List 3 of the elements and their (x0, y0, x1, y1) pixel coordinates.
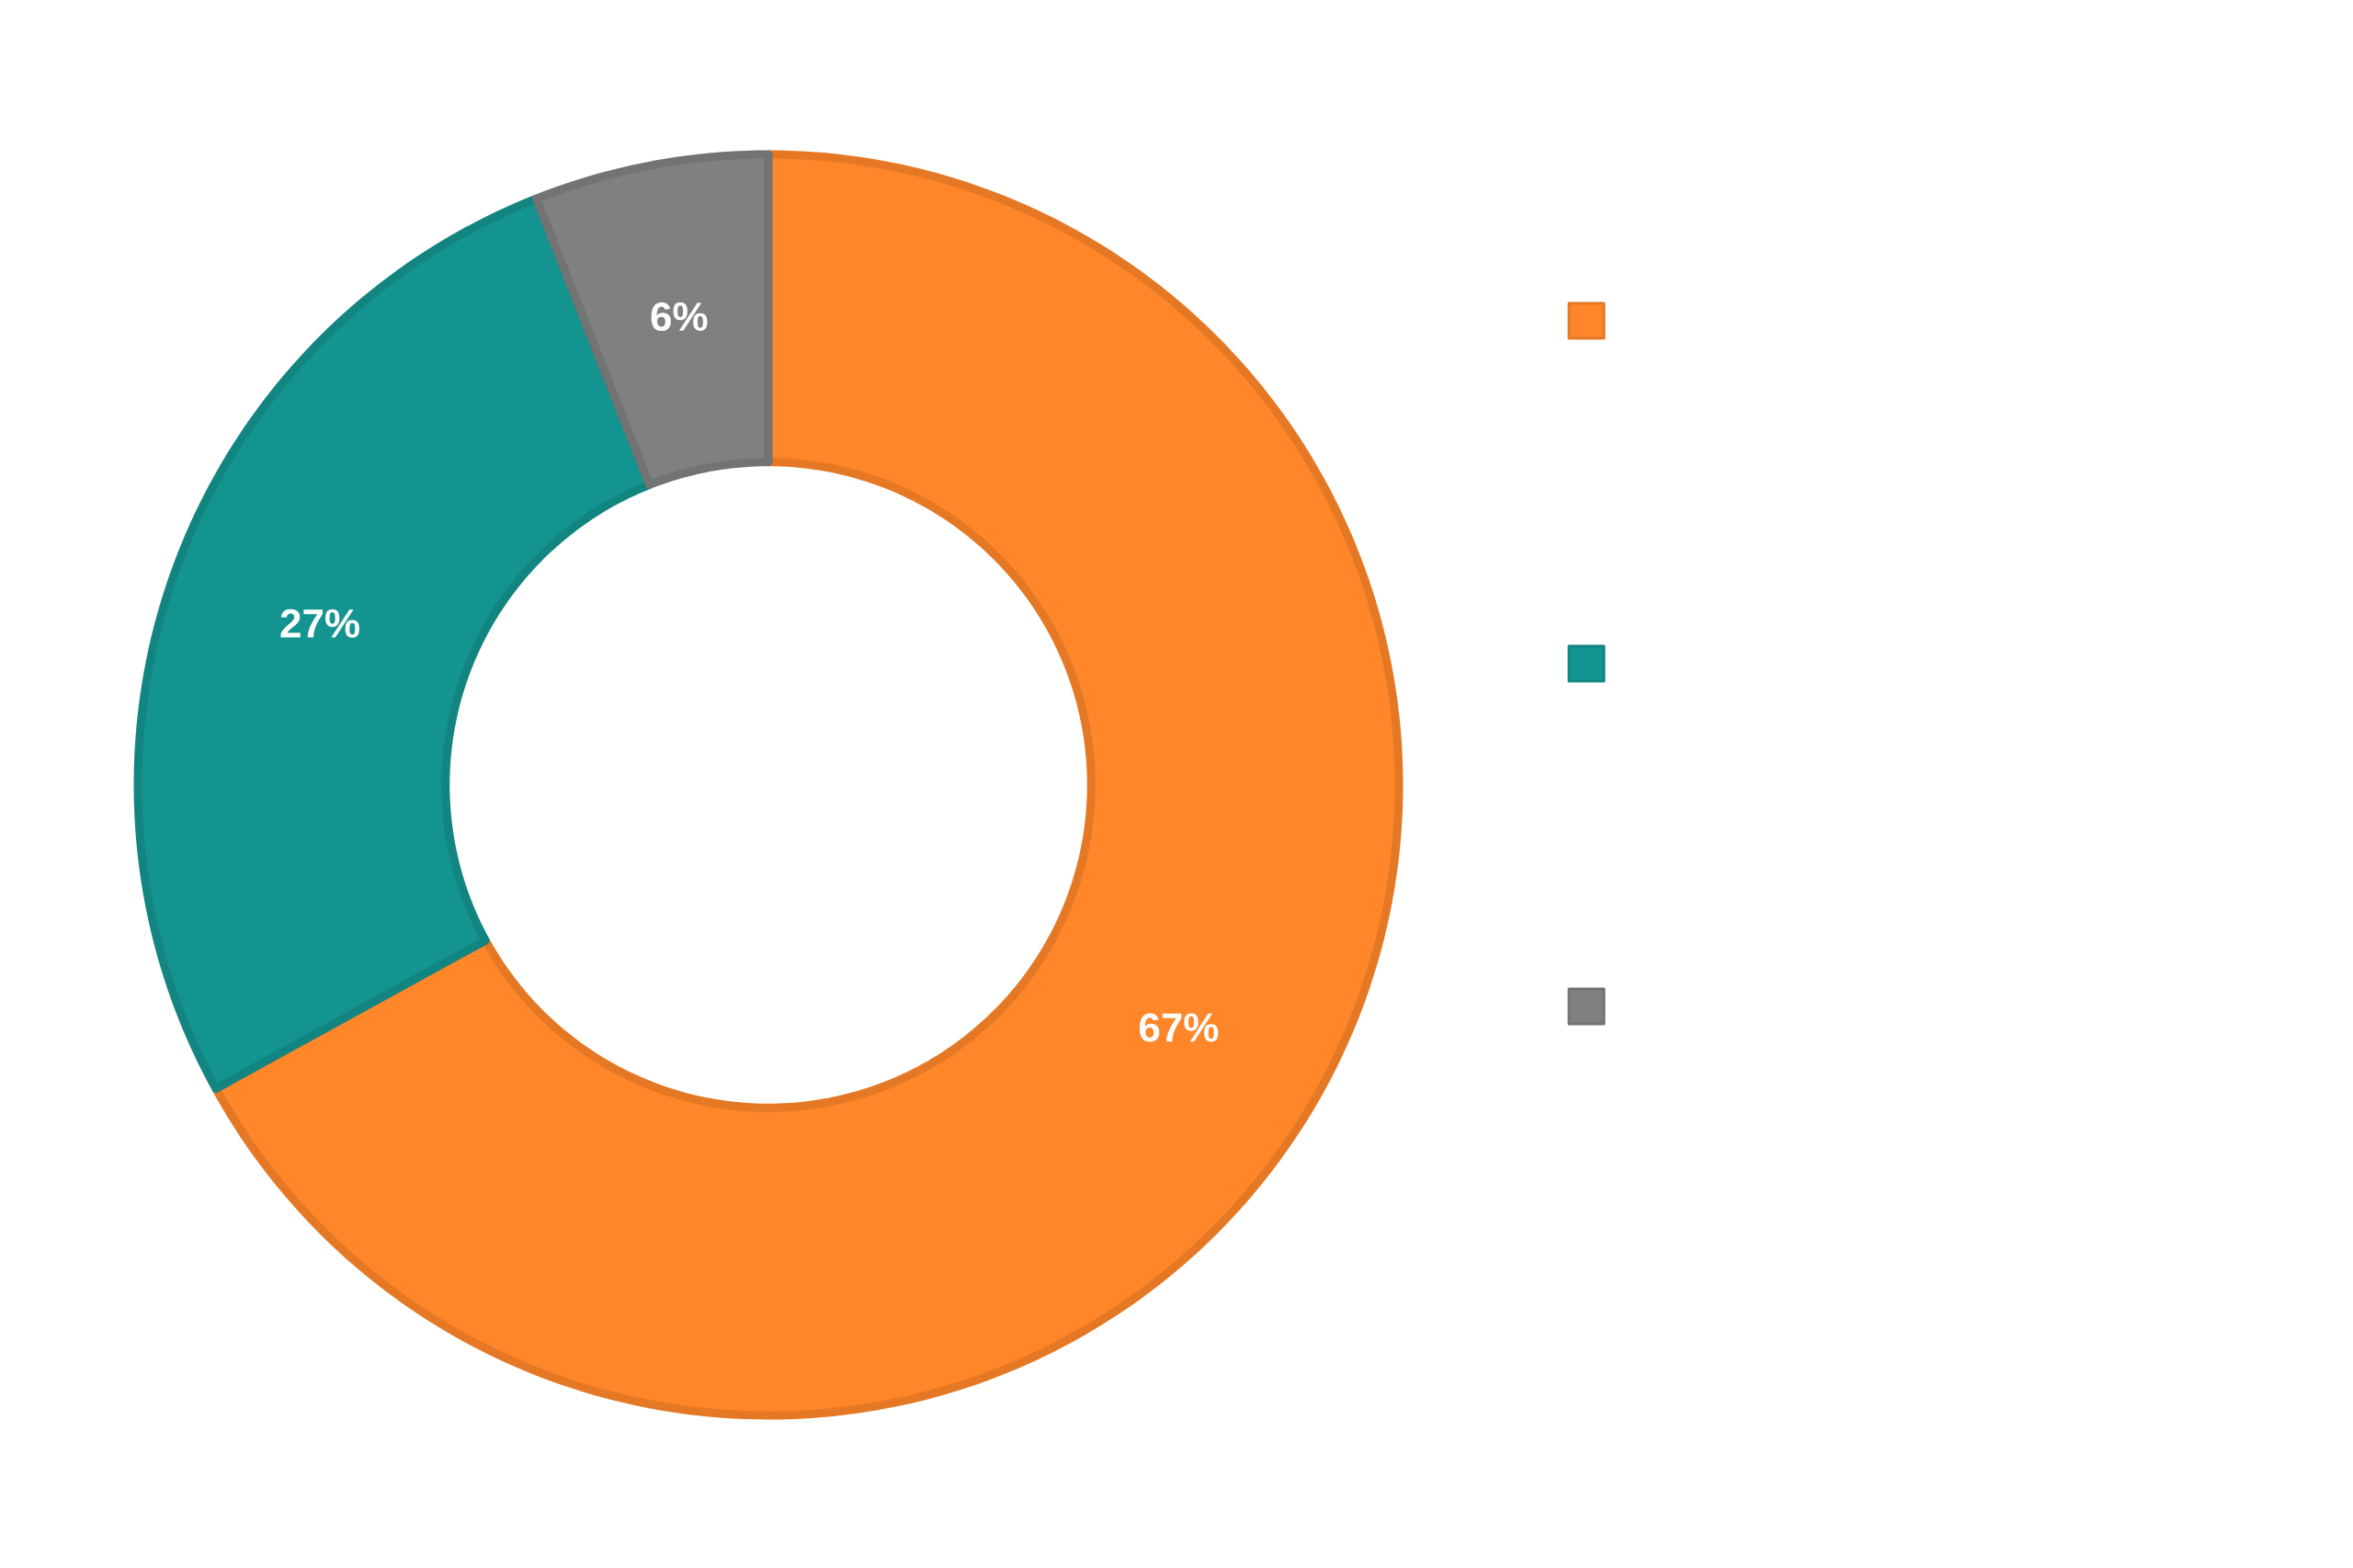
data-label: 27% (280, 608, 359, 638)
data-label: 67% (1139, 1013, 1219, 1042)
data-label: 6% (651, 301, 708, 332)
